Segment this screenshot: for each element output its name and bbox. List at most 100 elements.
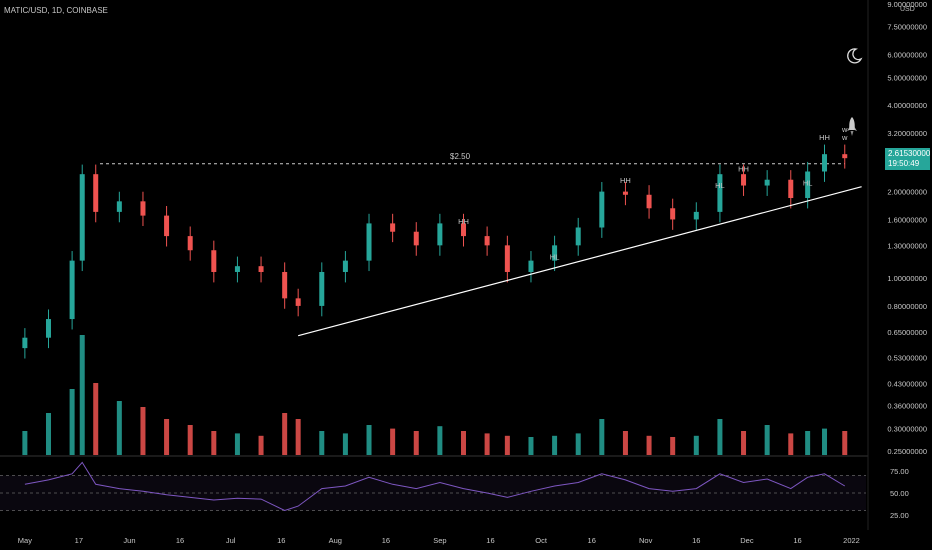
rsi-line [24,461,846,512]
volume-bar [822,428,828,455]
volume-bar [390,428,396,455]
pattern-label: w [841,133,848,142]
price-axis-tick: 2.00000000 [887,188,927,197]
volume-bar [45,413,51,455]
rocket-icon[interactable] [845,116,859,138]
time-axis-tick: 16 [588,536,596,545]
volume-bar [437,426,443,455]
candle [234,266,240,272]
candle [741,174,747,186]
price-axis-tick: 1.30000000 [887,241,927,250]
candle [693,211,699,220]
volume-bar [842,431,848,455]
volume-bar [69,389,75,455]
bar-countdown: 19:50:49 [888,159,920,168]
candle [342,260,348,272]
candle [437,223,443,246]
candle [79,174,85,261]
candle [528,260,534,272]
candle [140,201,146,216]
volume-bar [140,407,146,455]
last-price: 2.61530000 [888,149,931,158]
volume-bar [788,433,794,455]
pattern-label: HH [738,165,749,174]
candle [164,215,170,237]
support-trendline [298,186,862,337]
moon-icon[interactable] [845,47,863,65]
pattern-label: HL [715,181,725,190]
price-axis-tick: 1.00000000 [887,274,927,283]
pattern-label: HL [550,252,560,261]
time-axis-tick: 16 [692,536,700,545]
candle [116,201,122,212]
volume-bar [670,437,676,455]
time-axis-tick: Nov [639,536,653,545]
volume-bar [646,435,652,455]
volume-bar [460,431,466,455]
candle [390,223,396,232]
pattern-label: HL [803,178,813,187]
candle [599,191,605,228]
candle [805,171,811,199]
candle [788,179,794,199]
candle [295,298,301,306]
price-axis-tick: 5.00000000 [887,73,927,82]
volume-bar [717,419,723,455]
candle [504,245,510,272]
volume-bar [22,431,28,455]
volume-bar [93,383,99,455]
volume-bar [622,431,628,455]
candle [764,179,770,186]
volume-bar [805,431,811,455]
time-axis-tick: May [18,536,32,545]
candle [22,337,28,349]
time-axis-tick: Aug [329,536,342,545]
pattern-label: w [841,125,848,134]
price-axis-tick: 3.20000000 [887,129,927,138]
rsi-axis-tick: 25.00 [890,511,909,520]
volume-bar [413,431,419,455]
candle [319,271,325,306]
volume-bar [342,433,348,455]
candle [45,319,51,338]
candle [258,266,264,272]
rsi-axis-tick: 75.00 [890,467,909,476]
price-axis-tick: 0.30000000 [887,424,927,433]
time-axis-tick: 16 [382,536,390,545]
volume-bar [164,419,170,455]
candle [622,191,628,195]
candle [646,194,652,209]
candle [187,236,193,251]
price-axis-tick: 0.53000000 [887,353,927,362]
time-axis-tick: Oct [535,536,548,545]
last-price-tag: 2.61530000 19:50:49 [885,148,930,170]
time-axis-tick: 16 [486,536,494,545]
volume-bar [234,433,240,455]
volume-bar [575,433,581,455]
volume-bar [528,437,534,455]
candle [366,223,372,261]
time-axis-tick: 16 [176,536,184,545]
volume-bar [552,435,558,455]
price-axis-tick: 0.65000000 [887,328,927,337]
candle [413,231,419,246]
candle [822,154,828,172]
time-axis-tick: Dec [740,536,754,545]
price-axis-tick: 0.36000000 [887,402,927,411]
volume-bar [366,425,372,455]
volume-bar [484,433,490,455]
candle [460,223,466,237]
resistance-label: $2.50 [450,152,471,161]
price-axis-tick: 0.80000000 [887,302,927,311]
candle [93,174,99,212]
pattern-label: HH [458,217,469,226]
candle [552,245,558,261]
time-axis-tick: Jun [123,536,135,545]
price-axis-tick: 1.60000000 [887,215,927,224]
candle [211,250,217,272]
volume-bar [116,401,122,455]
candle [69,260,75,320]
rsi-axis-tick: 50.00 [890,489,909,498]
candle [484,236,490,246]
